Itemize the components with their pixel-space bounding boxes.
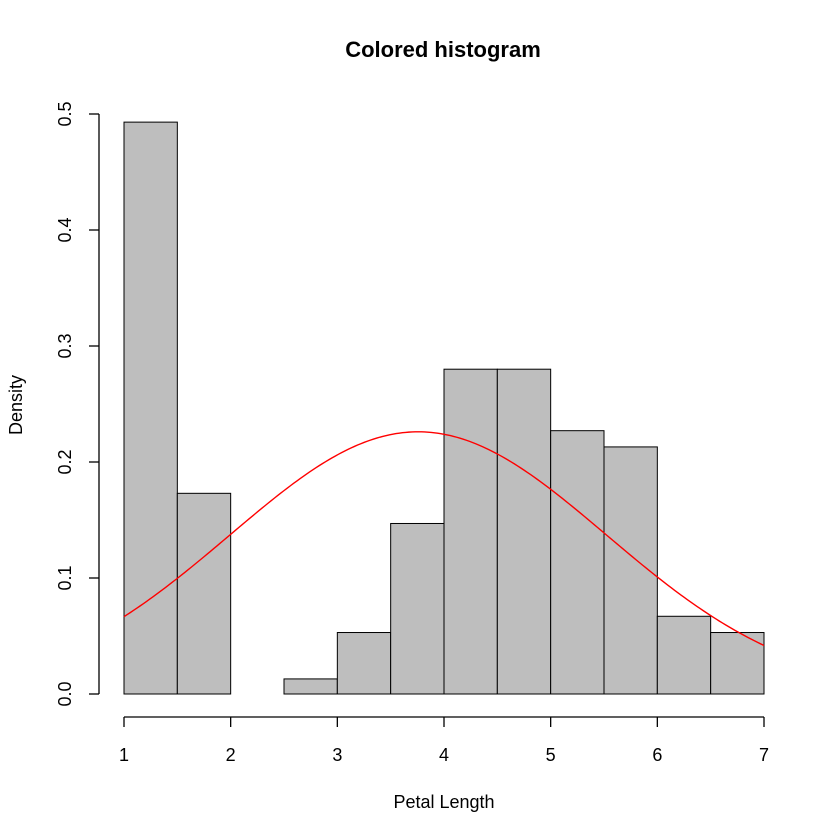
histogram-bar-9 (550, 430, 605, 695)
histogram-bar-2 (176, 492, 232, 695)
y-tick-label-2: 0.2 (55, 449, 75, 474)
bars-group (123, 121, 765, 695)
histogram-bar-7 (443, 368, 498, 695)
y-tick-label-3: 0.3 (55, 333, 75, 358)
histogram-bar-11 (656, 615, 712, 695)
x-axis-label: Petal Length (393, 792, 494, 812)
histogram-bar-1 (123, 121, 178, 695)
y-axis: 0.0 0.1 0.2 0.3 0.4 0.5 (55, 101, 100, 707)
histogram-bar-4 (283, 678, 338, 695)
y-axis-label: Density (6, 375, 26, 435)
x-tick-label-2: 2 (226, 745, 236, 765)
y-tick-label-4: 0.4 (55, 217, 75, 242)
y-tick-label-0: 0.0 (55, 681, 75, 706)
x-tick-label-5: 5 (546, 745, 556, 765)
chart-title: Colored histogram (345, 37, 541, 62)
histogram-bar-5 (336, 632, 392, 695)
x-axis: 1 2 3 4 5 6 7 (119, 716, 769, 765)
x-tick-label-3: 3 (332, 745, 342, 765)
normal-density-curve (123, 431, 765, 647)
x-tick-label-7: 7 (759, 745, 769, 765)
histogram-bar-12 (710, 632, 765, 695)
x-tick-label-1: 1 (119, 745, 129, 765)
histogram-bar-6 (390, 522, 445, 695)
x-tick-label-4: 4 (439, 745, 449, 765)
x-tick-label-6: 6 (652, 745, 662, 765)
y-tick-label-5: 0.5 (55, 101, 75, 126)
y-tick-label-1: 0.1 (55, 565, 75, 590)
histogram-bar-8 (496, 368, 552, 695)
